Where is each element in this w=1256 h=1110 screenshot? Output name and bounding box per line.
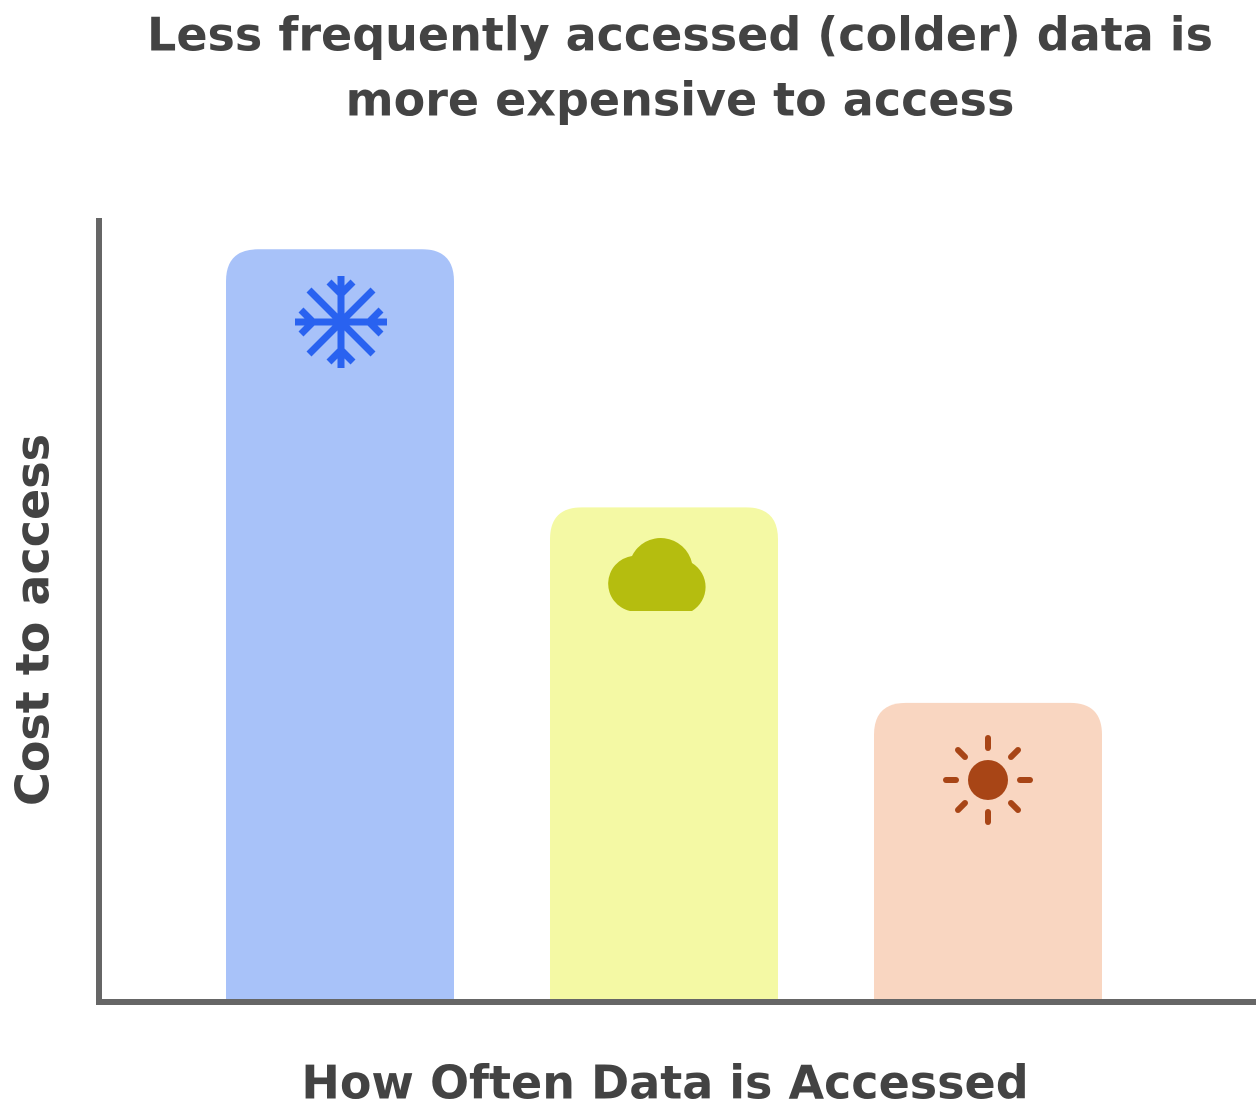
chart-title: Less frequently accessed (colder) data i… — [147, 8, 1213, 62]
sun-icon — [943, 735, 1033, 825]
bar — [550, 507, 778, 1000]
bar — [226, 249, 454, 1000]
chart-title: more expensive to access — [346, 73, 1015, 127]
snowflake-icon — [295, 276, 387, 368]
bar — [874, 702, 1102, 1000]
cloud-icon — [608, 538, 706, 611]
x-axis-label: How Often Data is Accessed — [301, 1056, 1028, 1110]
bars — [226, 249, 1102, 1000]
y-axis-label: Cost to access — [6, 434, 60, 806]
